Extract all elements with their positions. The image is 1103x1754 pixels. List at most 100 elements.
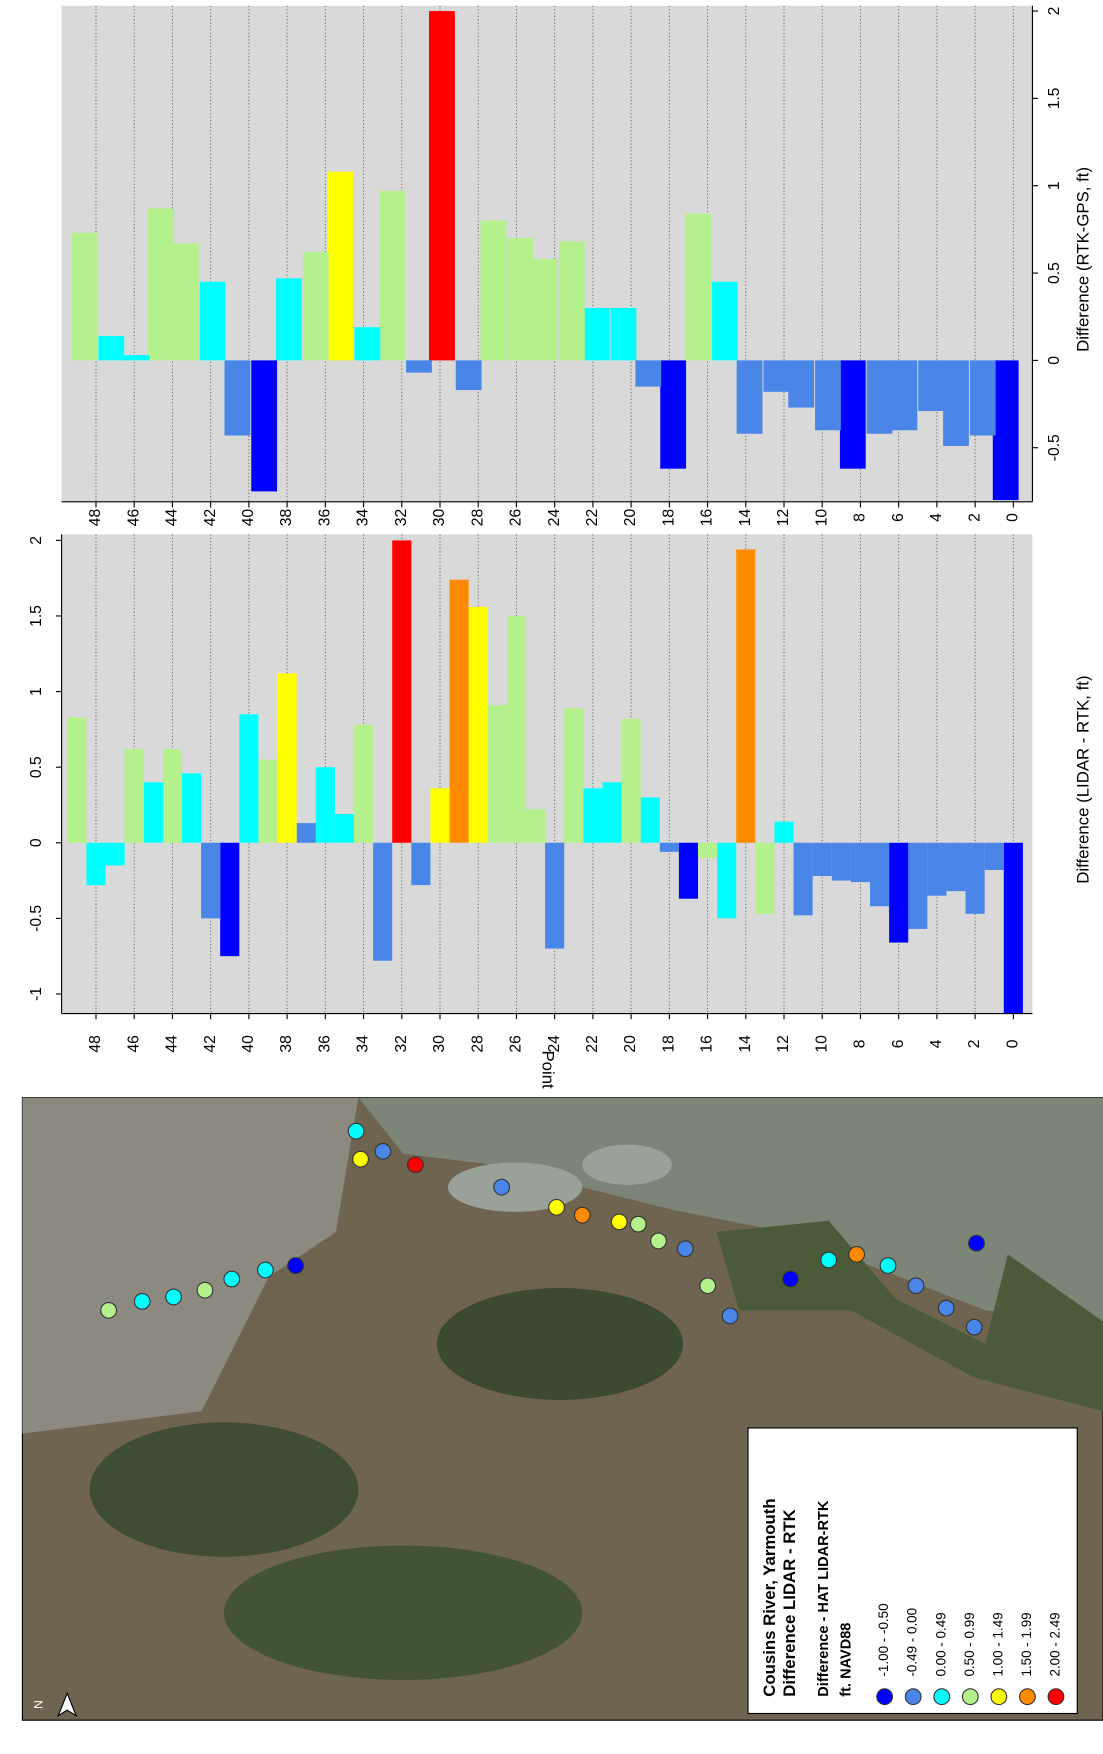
bar — [373, 842, 393, 961]
bar — [660, 360, 687, 469]
bar — [839, 360, 866, 469]
x-tick-label: 44 — [164, 509, 181, 527]
map-point — [782, 1270, 799, 1288]
bar — [635, 360, 662, 387]
map-point — [820, 1251, 838, 1269]
bar — [659, 842, 679, 852]
x-tick-label: 22 — [584, 509, 601, 526]
forest — [436, 1287, 684, 1400]
y-axis-title: Difference (LIDAR - RTK, ft) — [1073, 675, 1092, 883]
legend-label: 0.50 - 0.99 — [962, 1612, 977, 1676]
y-tick-label: -0.5 — [28, 905, 45, 932]
x-tick-label: 20 — [622, 1035, 639, 1053]
bar — [640, 797, 660, 843]
y-tick-label: -1 — [28, 987, 45, 1001]
map-point — [968, 1234, 985, 1252]
x-axis-title: Point — [539, 1050, 558, 1089]
x-tick-label: 4 — [928, 1039, 945, 1048]
legend-heading: Difference - HAT LIDAR-RTK — [816, 1500, 832, 1697]
y-tick-label: -0.5 — [1046, 434, 1063, 461]
bar — [965, 842, 985, 914]
bar — [736, 549, 756, 843]
bar — [1003, 842, 1023, 1014]
bar — [224, 360, 251, 436]
pool — [447, 1162, 583, 1212]
bar — [449, 579, 469, 843]
map-point — [133, 1293, 151, 1310]
x-tick-label: 10 — [813, 509, 830, 527]
tidal-flat — [358, 1097, 1103, 1322]
bar — [908, 842, 928, 929]
x-tick-label: 32 — [393, 509, 410, 526]
map-point — [650, 1232, 667, 1250]
map-point — [721, 1307, 739, 1325]
x-tick-label: 14 — [737, 509, 754, 527]
bar — [148, 208, 174, 361]
bar — [487, 705, 507, 843]
map-point — [699, 1277, 717, 1295]
bar — [545, 842, 565, 949]
bar — [564, 708, 584, 843]
x-tick-label: 14 — [737, 1035, 754, 1053]
map-point — [493, 1178, 511, 1196]
bar — [717, 842, 737, 919]
legend-swatch — [1019, 1688, 1036, 1706]
map-point — [287, 1257, 305, 1274]
bar — [891, 360, 918, 431]
bar — [583, 788, 603, 843]
y-tick-label: 0 — [1046, 356, 1063, 365]
bar — [918, 360, 945, 412]
map-point — [352, 1150, 369, 1168]
bar — [327, 171, 354, 361]
legend-title: Cousins River, Yarmouth — [760, 1498, 779, 1696]
bar — [583, 307, 610, 361]
legend-label: -0.49 - 0.00 — [905, 1608, 920, 1677]
bar — [602, 782, 622, 843]
bar — [774, 821, 794, 843]
bar — [71, 232, 98, 361]
bar — [850, 842, 871, 883]
bar — [621, 718, 641, 843]
bar — [392, 540, 412, 843]
y-tick-label: 1 — [28, 687, 45, 696]
bar — [943, 360, 969, 446]
y-tick-label: 2 — [28, 536, 45, 545]
bar — [105, 842, 125, 866]
x-tick-label: 0 — [1004, 513, 1021, 522]
map-point — [907, 1277, 925, 1295]
map-point — [676, 1240, 694, 1258]
x-tick-label: 36 — [316, 509, 333, 527]
bar — [946, 842, 966, 892]
x-tick-label: 0 — [1004, 1039, 1021, 1048]
x-tick-label: 48 — [87, 509, 104, 527]
bar — [736, 360, 763, 434]
bar — [831, 842, 851, 881]
bar — [124, 749, 144, 843]
bar — [507, 238, 534, 361]
x-tick-label: 12 — [775, 1035, 792, 1052]
bar — [430, 788, 450, 843]
x-tick-label: 20 — [622, 509, 639, 527]
legend-subtitle: Difference LIDAR - RTK — [780, 1509, 799, 1696]
bar — [315, 767, 335, 843]
legend-swatch — [933, 1688, 951, 1706]
legend-swatch — [904, 1688, 922, 1706]
bar — [866, 360, 893, 434]
bar — [812, 842, 832, 877]
legend-label: 1.00 - 1.49 — [990, 1612, 1005, 1676]
x-tick-label: 40 — [240, 1035, 257, 1053]
map-legend — [747, 1427, 1078, 1715]
y-tick-label: 0.5 — [1046, 262, 1063, 284]
x-tick-label: 36 — [316, 1035, 333, 1053]
map-point — [965, 1318, 983, 1336]
x-tick-label: 24 — [546, 509, 563, 527]
bar — [763, 360, 790, 392]
bar — [755, 842, 775, 914]
y-tick-label: 1 — [1046, 181, 1063, 190]
y-tick-label: 0 — [28, 838, 45, 847]
bar — [296, 823, 316, 843]
bar — [411, 842, 431, 886]
x-tick-label: 12 — [775, 509, 792, 526]
bar — [698, 842, 718, 858]
